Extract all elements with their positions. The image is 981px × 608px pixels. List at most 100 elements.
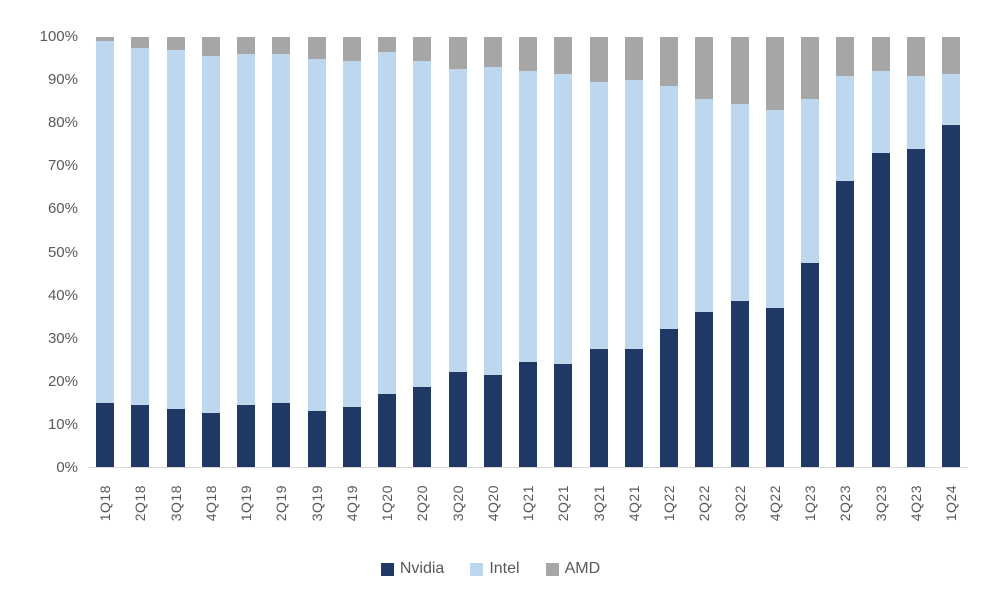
bar-segment-amd-3Q19 <box>307 37 326 59</box>
bar-segment-nvidia-4Q20 <box>483 374 502 467</box>
x-tick-label-3Q21: 3Q21 <box>590 485 607 522</box>
bar-segment-intel-4Q21 <box>624 80 643 349</box>
bar-segment-nvidia-1Q19 <box>237 404 255 467</box>
bar-segment-amd-3Q18 <box>166 37 185 50</box>
bar-2Q19 <box>272 37 291 467</box>
y-tick-label-30: 30% <box>47 329 78 347</box>
bar-segment-intel-4Q20 <box>483 67 502 375</box>
x-tick-label-3Q23: 3Q23 <box>872 485 889 522</box>
bar-segment-nvidia-4Q19 <box>342 406 361 467</box>
bar-segment-amd-1Q19 <box>237 37 255 55</box>
bar-segment-amd-2Q18 <box>131 37 150 48</box>
bar-segment-intel-3Q22 <box>730 103 749 302</box>
bar-segment-amd-1Q20 <box>378 37 396 53</box>
x-tick-label-1Q23: 1Q23 <box>802 485 818 522</box>
bar-3Q22 <box>730 37 749 467</box>
bar-segment-nvidia-3Q20 <box>448 372 467 467</box>
y-axis: 0% 10% 20% 30% 40% 50% 60% 70% 80% 90% 100% <box>0 0 78 608</box>
bar-segment-nvidia-3Q19 <box>307 411 326 467</box>
bar-segment-amd-4Q19 <box>342 37 361 61</box>
bar-4Q18 <box>201 37 220 467</box>
bar-segment-intel-2Q23 <box>836 75 855 182</box>
bar-3Q23 <box>871 37 890 467</box>
bar-segment-nvidia-2Q20 <box>413 387 432 467</box>
x-tick-label-2Q23: 2Q23 <box>837 485 854 522</box>
legend-label-amd: AMD <box>564 560 601 577</box>
y-tick-label-90: 90% <box>47 71 78 89</box>
x-tick-label-2Q18: 2Q18 <box>132 485 149 522</box>
bar-segment-nvidia-4Q23 <box>906 148 925 467</box>
y-tick-label-40: 40% <box>47 286 78 304</box>
x-tick-label-4Q19: 4Q19 <box>343 485 360 522</box>
bar-3Q20 <box>448 37 467 467</box>
bar-segment-nvidia-4Q22 <box>765 307 784 467</box>
bar-segment-nvidia-1Q20 <box>378 393 396 467</box>
bar-segment-amd-4Q18 <box>201 37 220 57</box>
bar-segment-nvidia-1Q24 <box>942 125 960 467</box>
bar-segment-intel-2Q19 <box>272 54 291 403</box>
bar-segment-amd-1Q23 <box>801 37 819 100</box>
x-tick-label-4Q18: 4Q18 <box>202 485 219 522</box>
y-tick-label-0: 0% <box>56 459 78 476</box>
legend-item-amd: AMD <box>545 560 601 578</box>
bar-4Q21 <box>624 37 643 467</box>
bar-segment-intel-1Q20 <box>378 52 396 394</box>
bar-1Q19 <box>237 37 255 467</box>
bar-2Q23 <box>836 37 855 467</box>
y-tick-label-50: 50% <box>47 243 78 261</box>
y-tick-label-80: 80% <box>47 114 78 132</box>
bar-segment-nvidia-3Q23 <box>871 153 890 467</box>
bar-segment-intel-3Q21 <box>589 82 608 349</box>
x-tick-label-1Q21: 1Q21 <box>520 485 536 522</box>
x-tick-label-2Q21: 2Q21 <box>555 485 572 522</box>
bar-segment-nvidia-3Q21 <box>589 348 608 467</box>
bar-segment-intel-2Q21 <box>554 73 573 364</box>
bar-segment-amd-2Q23 <box>836 37 855 76</box>
bar-segment-intel-4Q19 <box>342 60 361 407</box>
bar-segment-nvidia-4Q21 <box>624 348 643 467</box>
y-tick-label-10: 10% <box>47 415 78 433</box>
x-tick-label-1Q22: 1Q22 <box>661 485 677 522</box>
y-tick-label-60: 60% <box>47 200 78 218</box>
bar-segment-amd-3Q22 <box>730 37 749 104</box>
bar-segment-nvidia-3Q18 <box>166 408 185 467</box>
bar-segment-amd-3Q21 <box>589 37 608 83</box>
bar-segment-amd-1Q22 <box>660 37 678 87</box>
bar-segment-amd-4Q20 <box>483 37 502 68</box>
bar-1Q20 <box>378 37 396 467</box>
bar-2Q18 <box>131 37 150 467</box>
x-tick-label-2Q20: 2Q20 <box>414 485 431 522</box>
bar-segment-amd-4Q22 <box>765 37 784 111</box>
bar-segment-amd-3Q23 <box>871 37 890 72</box>
bar-segment-intel-1Q22 <box>660 86 678 330</box>
legend: Nvidia Intel AMD <box>0 560 981 578</box>
bar-4Q22 <box>765 37 784 467</box>
bar-segment-amd-1Q24 <box>942 37 960 74</box>
legend-item-nvidia: Nvidia <box>380 560 444 578</box>
bar-2Q21 <box>554 37 573 467</box>
bar-segment-intel-3Q18 <box>166 49 185 409</box>
bar-segment-amd-2Q20 <box>413 37 432 61</box>
bar-segment-nvidia-1Q21 <box>519 361 537 467</box>
x-tick-label-3Q18: 3Q18 <box>167 485 184 522</box>
bar-3Q21 <box>589 37 608 467</box>
bar-segment-intel-4Q22 <box>765 110 784 308</box>
bar-4Q19 <box>342 37 361 467</box>
bar-segment-intel-4Q18 <box>201 56 220 414</box>
bar-segment-nvidia-1Q18 <box>96 402 114 467</box>
legend-swatch-intel <box>470 562 484 576</box>
bar-segment-intel-1Q18 <box>96 41 114 403</box>
bar-segment-nvidia-3Q22 <box>730 301 749 467</box>
x-tick-label-4Q22: 4Q22 <box>766 485 783 522</box>
bar-4Q23 <box>906 37 925 467</box>
bar-segment-intel-3Q23 <box>871 71 890 154</box>
bar-segment-intel-2Q18 <box>131 47 150 405</box>
x-tick-label-3Q19: 3Q19 <box>308 485 325 522</box>
bar-1Q22 <box>660 37 678 467</box>
bar-segment-intel-1Q24 <box>942 73 960 126</box>
bar-segment-amd-2Q21 <box>554 37 573 74</box>
bar-1Q23 <box>801 37 819 467</box>
bar-segment-nvidia-1Q23 <box>801 262 819 467</box>
x-tick-label-4Q20: 4Q20 <box>484 485 501 522</box>
